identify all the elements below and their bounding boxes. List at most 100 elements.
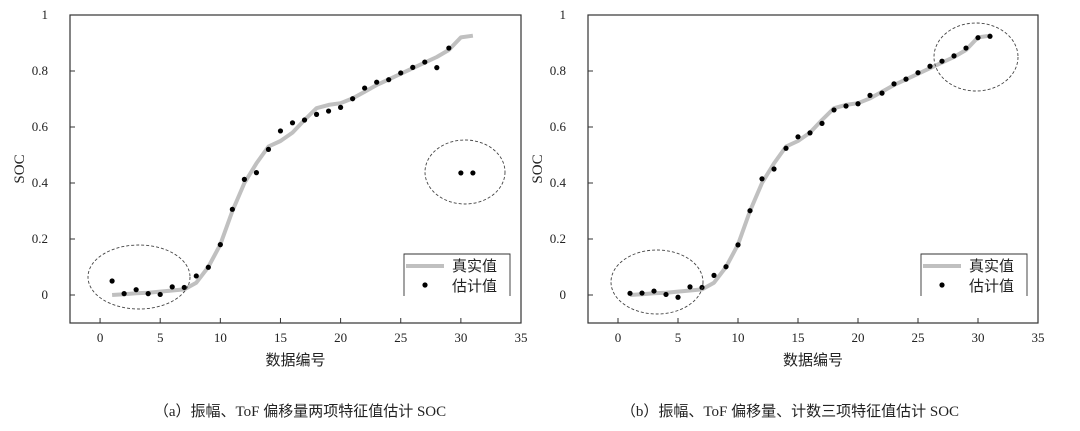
x-tick-label: 35 [515, 330, 528, 345]
estimated-value-point [867, 92, 873, 98]
x-tick-label: 25 [912, 330, 925, 345]
chart-caption: （a）振幅、ToF 偏移量两项特征值估计 SOC [154, 403, 446, 420]
legend-marker-swatch [422, 282, 428, 288]
y-tick-label: 0 [560, 287, 567, 302]
estimated-value-point [289, 120, 296, 126]
y-tick-label: 0.8 [550, 63, 566, 78]
y-tick-label: 0.6 [32, 119, 49, 134]
estimated-value-point [831, 107, 837, 113]
x-tick-label: 10 [732, 330, 745, 345]
estimated-value-point [843, 103, 849, 109]
estimated-value-point [975, 35, 981, 41]
estimated-value-point [386, 77, 392, 83]
y-tick-label: 0.2 [32, 231, 48, 246]
estimated-value-point [903, 76, 909, 82]
x-tick-label: 30 [454, 330, 467, 345]
y-tick-label: 1 [42, 7, 49, 22]
y-tick-label: 0.4 [550, 175, 567, 190]
estimated-value-point [325, 108, 332, 114]
highlight-ellipse [610, 249, 704, 315]
x-tick-label: 5 [157, 330, 164, 345]
estimated-value-point [313, 111, 320, 117]
estimated-value-point [145, 291, 151, 297]
legend-label-true: 真实值 [452, 257, 497, 275]
estimated-value-point [735, 242, 741, 248]
estimated-value-point [277, 128, 284, 134]
x-tick-label: 35 [1032, 330, 1045, 345]
legend-label-estimated: 估计值 [452, 278, 497, 295]
highlight-ellipse [933, 22, 1019, 92]
estimated-value-point [795, 134, 801, 140]
estimated-value-point [651, 288, 657, 294]
estimated-value-point [157, 291, 163, 298]
y-tick-label: 0.8 [32, 63, 48, 78]
estimated-value-point [939, 58, 945, 64]
estimated-value-point [627, 290, 633, 296]
y-tick-label: 0.2 [550, 231, 566, 246]
x-tick-label: 0 [97, 330, 104, 345]
chart-caption: （b）振幅、ToF 偏移量、计数三项特征值估计 SOC [621, 403, 959, 420]
estimated-value-point [374, 79, 380, 85]
estimated-value-point [301, 117, 308, 123]
estimated-value-point [855, 101, 861, 107]
estimated-value-point [987, 33, 993, 39]
y-tick-label: 1 [560, 7, 567, 22]
x-tick-label: 20 [852, 330, 865, 345]
estimated-value-point [470, 170, 476, 176]
estimated-value-point [687, 284, 693, 290]
x-axis-label: 数据编号 [265, 352, 325, 369]
estimated-value-point [458, 170, 464, 176]
estimated-value-point [434, 65, 440, 71]
x-tick-label: 20 [334, 330, 347, 345]
estimated-value-point [229, 206, 235, 212]
legend-label-true: 真实值 [969, 257, 1014, 275]
estimated-value-point [241, 176, 247, 182]
estimated-value-point [446, 45, 452, 51]
estimated-value-point [819, 120, 825, 126]
x-tick-label: 15 [792, 330, 805, 345]
estimated-value-point [747, 208, 753, 214]
estimated-value-point [422, 59, 428, 65]
legend-marker-swatch [939, 282, 945, 288]
x-tick-label: 0 [615, 330, 622, 345]
estimated-value-point [133, 287, 139, 293]
estimated-value-point [711, 272, 717, 278]
estimated-value-point [121, 291, 127, 297]
estimated-value-point [639, 290, 645, 296]
estimated-value-point [169, 284, 175, 290]
estimated-value-point [181, 284, 187, 291]
estimated-value-point [362, 85, 368, 91]
estimated-value-point [663, 291, 669, 298]
plot-frame [587, 14, 1039, 324]
highlight-ellipse [424, 139, 506, 205]
estimated-value-point [193, 273, 199, 279]
estimated-value-point [915, 70, 921, 76]
estimated-value-point [807, 130, 813, 136]
estimated-value-point [723, 264, 729, 270]
x-axis-label: 数据编号 [783, 352, 843, 369]
estimated-value-point [963, 45, 969, 51]
estimated-value-point [891, 81, 897, 87]
estimated-value-point [951, 53, 957, 59]
estimated-value-point [771, 166, 777, 172]
estimated-value-point [783, 145, 789, 151]
x-tick-label: 15 [274, 330, 287, 345]
x-tick-label: 30 [972, 330, 985, 345]
y-tick-label: 0.6 [550, 119, 567, 134]
x-tick-label: 5 [675, 330, 682, 345]
estimated-value-point [205, 264, 211, 270]
estimated-value-point [253, 170, 260, 176]
plot-frame [69, 14, 522, 324]
y-tick-label: 0.4 [32, 175, 49, 190]
chart-b: 0 5 10 15 20 25 30 35 0 0.2 0.4 0.6 0.8 1 SOC 数据编号 真实值估计… [530, 7, 1045, 420]
estimated-value-point [338, 104, 344, 110]
estimated-value-point [759, 176, 765, 182]
estimated-value-point [675, 294, 681, 300]
y-tick-label: 0 [42, 287, 49, 302]
y-axis-label: SOC [12, 154, 28, 183]
x-tick-label: 25 [394, 330, 407, 345]
estimated-value-point [265, 146, 272, 152]
estimated-value-point [410, 64, 416, 70]
